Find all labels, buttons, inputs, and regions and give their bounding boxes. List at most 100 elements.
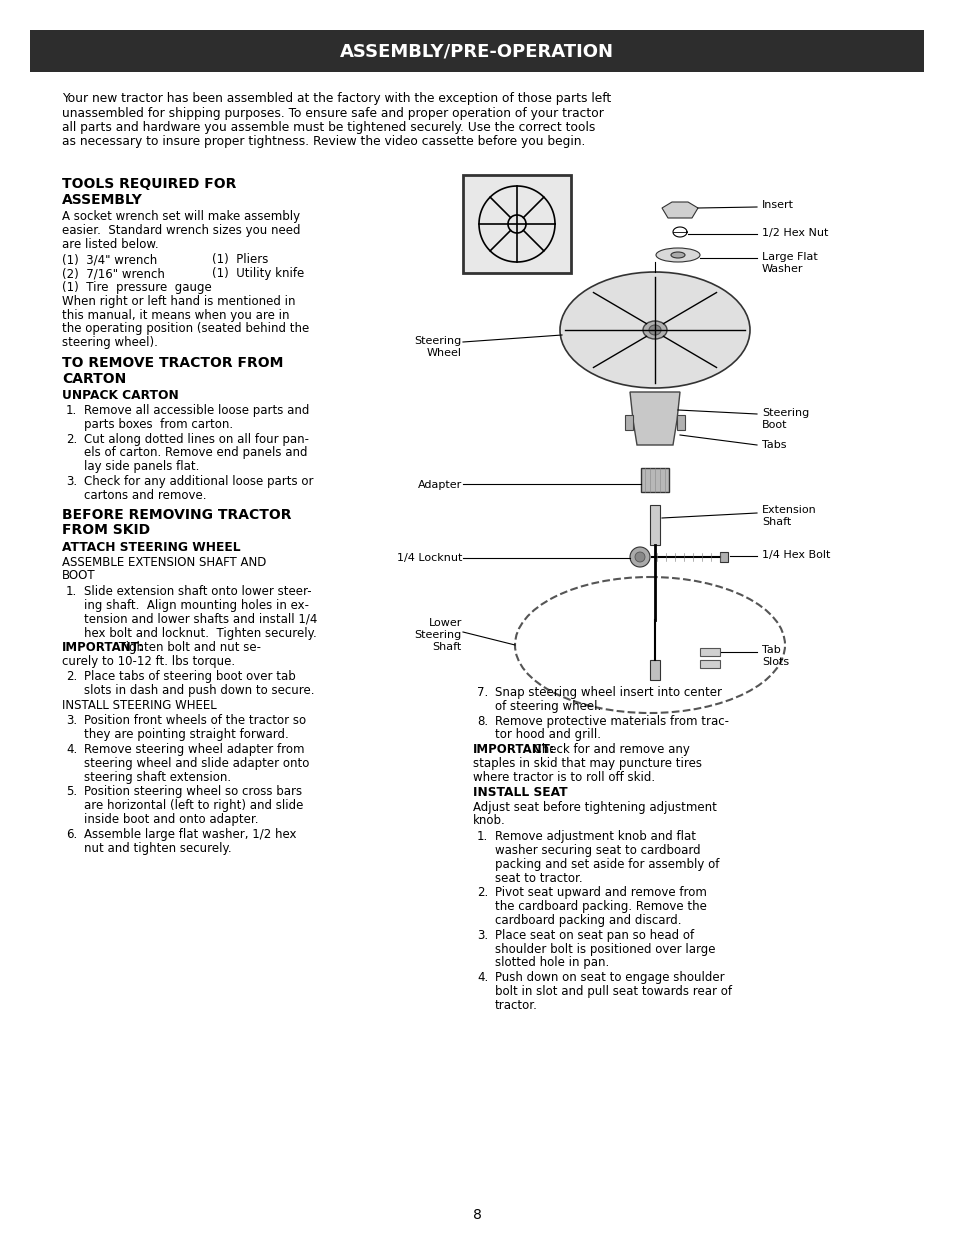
Text: Cut along dotted lines on all four pan-: Cut along dotted lines on all four pan- (84, 433, 309, 445)
Text: (1)  Pliers: (1) Pliers (212, 253, 268, 267)
Text: Tabs: Tabs (761, 440, 785, 450)
Text: Push down on seat to engage shoulder: Push down on seat to engage shoulder (495, 971, 724, 985)
Text: 1.: 1. (66, 404, 77, 417)
Text: IMPORTANT:: IMPORTANT: (473, 743, 555, 756)
Text: Remove all accessible loose parts and: Remove all accessible loose parts and (84, 404, 309, 417)
Ellipse shape (642, 321, 666, 339)
Text: all parts and hardware you assemble must be tightened securely. Use the correct : all parts and hardware you assemble must… (62, 122, 595, 134)
Text: easier.  Standard wrench sizes you need: easier. Standard wrench sizes you need (62, 223, 300, 237)
Text: Washer: Washer (761, 264, 802, 274)
Text: Lower: Lower (428, 618, 461, 627)
Polygon shape (629, 392, 679, 445)
Text: seat to tractor.: seat to tractor. (495, 872, 582, 884)
Text: Position front wheels of the tractor so: Position front wheels of the tractor so (84, 714, 306, 728)
Ellipse shape (648, 325, 660, 335)
Text: 5.: 5. (66, 785, 77, 799)
Text: (1)  Utility knife: (1) Utility knife (212, 267, 304, 280)
Bar (649, 660, 659, 680)
Text: Shaft: Shaft (761, 517, 790, 527)
Ellipse shape (656, 248, 700, 262)
Polygon shape (624, 415, 633, 430)
Text: steering wheel and slide adapter onto: steering wheel and slide adapter onto (84, 756, 309, 770)
Text: 4.: 4. (66, 743, 77, 756)
Circle shape (635, 552, 644, 562)
Polygon shape (661, 202, 698, 218)
Text: Tighten bolt and nut se-: Tighten bolt and nut se- (115, 641, 261, 655)
Text: (2)  7/16" wrench: (2) 7/16" wrench (62, 267, 165, 280)
Text: Place seat on seat pan so head of: Place seat on seat pan so head of (495, 929, 694, 942)
Text: A socket wrench set will make assembly: A socket wrench set will make assembly (62, 210, 300, 223)
Text: 4.: 4. (476, 971, 488, 985)
Text: Large Flat: Large Flat (761, 252, 817, 262)
Text: are horizontal (left to right) and slide: are horizontal (left to right) and slide (84, 800, 303, 812)
Bar (720, 552, 727, 562)
Circle shape (629, 547, 649, 567)
Text: TO REMOVE TRACTOR FROM: TO REMOVE TRACTOR FROM (62, 356, 283, 370)
Text: ASSEMBLE EXTENSION SHAFT AND: ASSEMBLE EXTENSION SHAFT AND (62, 556, 266, 569)
Text: steering wheel).: steering wheel). (62, 336, 157, 350)
Text: TOOLS REQUIRED FOR: TOOLS REQUIRED FOR (62, 177, 236, 191)
Text: BEFORE REMOVING TRACTOR: BEFORE REMOVING TRACTOR (62, 507, 292, 522)
Text: Your new tractor has been assembled at the factory with the exception of those p: Your new tractor has been assembled at t… (62, 92, 611, 105)
Text: tor hood and grill.: tor hood and grill. (495, 728, 600, 742)
Text: are listed below.: are listed below. (62, 238, 158, 250)
Text: Shaft: Shaft (433, 642, 461, 652)
Text: Extension: Extension (761, 505, 816, 515)
Text: tractor.: tractor. (495, 998, 537, 1012)
Text: washer securing seat to cardboard: washer securing seat to cardboard (495, 844, 700, 857)
Text: BOOT: BOOT (62, 569, 95, 583)
Bar (700, 649, 720, 656)
Text: the cardboard packing. Remove the: the cardboard packing. Remove the (495, 900, 706, 913)
Text: Steering: Steering (761, 408, 808, 418)
Text: IMPORTANT:: IMPORTANT: (62, 641, 144, 655)
Text: Wheel: Wheel (427, 348, 461, 358)
Text: slots in dash and push down to secure.: slots in dash and push down to secure. (84, 683, 314, 697)
Bar (30, 30, 923, 72)
Text: Steering: Steering (415, 630, 461, 640)
Text: slotted hole in pan.: slotted hole in pan. (495, 956, 609, 970)
Text: cartons and remove.: cartons and remove. (84, 489, 206, 502)
Bar (649, 505, 659, 546)
Text: packing and set aside for assembly of: packing and set aside for assembly of (495, 858, 719, 870)
Text: knob.: knob. (473, 815, 505, 827)
Text: staples in skid that may puncture tires: staples in skid that may puncture tires (473, 756, 701, 770)
Text: Remove steering wheel adapter from: Remove steering wheel adapter from (84, 743, 304, 756)
Text: ATTACH STEERING WHEEL: ATTACH STEERING WHEEL (62, 541, 240, 553)
Text: Insert: Insert (761, 200, 793, 210)
Text: unassembled for shipping purposes. To ensure safe and proper operation of your t: unassembled for shipping purposes. To en… (62, 107, 603, 119)
Text: Boot: Boot (761, 420, 786, 430)
Text: (1)  3/4" wrench: (1) 3/4" wrench (62, 253, 157, 267)
Text: 2.: 2. (66, 433, 77, 445)
Text: ASSEMBLY: ASSEMBLY (62, 192, 143, 207)
Text: of steering wheel.: of steering wheel. (495, 699, 600, 713)
Text: CARTON: CARTON (62, 372, 126, 386)
Text: Tab: Tab (761, 645, 780, 655)
Text: FROM SKID: FROM SKID (62, 523, 150, 537)
Text: where tractor is to roll off skid.: where tractor is to roll off skid. (473, 771, 655, 784)
Text: cardboard packing and discard.: cardboard packing and discard. (495, 914, 680, 928)
Text: Adjust seat before tightening adjustment: Adjust seat before tightening adjustment (473, 801, 716, 813)
Text: Adapter: Adapter (417, 480, 461, 490)
Text: they are pointing straight forward.: they are pointing straight forward. (84, 728, 289, 742)
Text: Check for any additional loose parts or: Check for any additional loose parts or (84, 475, 314, 489)
Text: 8: 8 (472, 1208, 481, 1221)
Text: lay side panels flat.: lay side panels flat. (84, 460, 199, 474)
Text: the operating position (seated behind the: the operating position (seated behind th… (62, 322, 309, 335)
Text: as necessary to insure proper tightness. Review the video cassette before you be: as necessary to insure proper tightness.… (62, 135, 585, 149)
Text: 3.: 3. (66, 475, 77, 489)
Text: Position steering wheel so cross bars: Position steering wheel so cross bars (84, 785, 302, 799)
Text: 3.: 3. (476, 929, 488, 942)
Text: 1/4 Hex Bolt: 1/4 Hex Bolt (761, 551, 829, 560)
Text: 7.: 7. (476, 686, 488, 699)
Text: curely to 10-12 ft. lbs torque.: curely to 10-12 ft. lbs torque. (62, 655, 234, 668)
Text: this manual, it means when you are in: this manual, it means when you are in (62, 309, 289, 321)
Text: (1)  Tire  pressure  gauge: (1) Tire pressure gauge (62, 281, 212, 294)
Text: UNPACK CARTON: UNPACK CARTON (62, 389, 178, 402)
Text: steering shaft extension.: steering shaft extension. (84, 770, 231, 784)
Text: 2.: 2. (66, 670, 77, 683)
Text: Check for and remove any: Check for and remove any (525, 743, 689, 756)
Text: Remove protective materials from trac-: Remove protective materials from trac- (495, 714, 728, 728)
Text: Slots: Slots (761, 657, 788, 667)
Text: shoulder bolt is positioned over large: shoulder bolt is positioned over large (495, 942, 715, 956)
Text: 8.: 8. (476, 714, 488, 728)
